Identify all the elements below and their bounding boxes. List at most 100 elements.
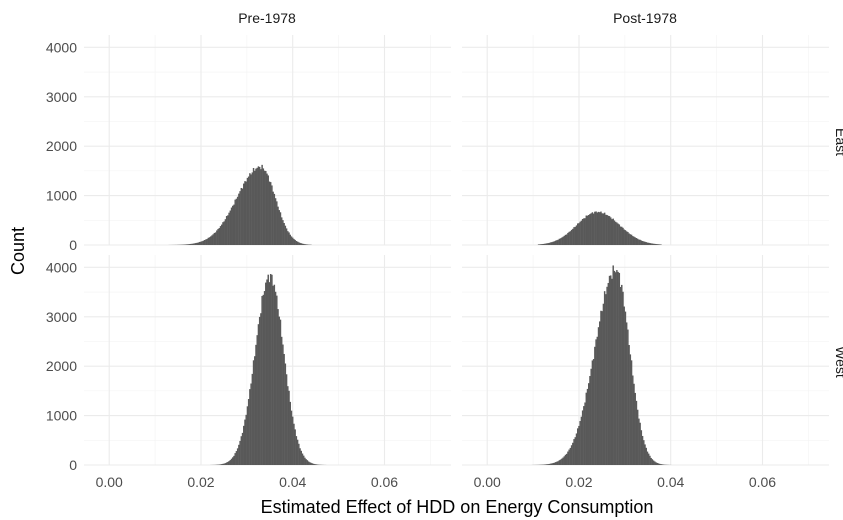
- panel-east-post-1978: [462, 35, 829, 246]
- histogram-bar: [252, 360, 255, 465]
- histogram-bar: [610, 275, 612, 465]
- histogram-bar: [256, 335, 258, 465]
- histogram-bar: [596, 212, 599, 245]
- y-tick-label: 2000: [46, 138, 77, 154]
- histogram-bar: [245, 181, 247, 245]
- histogram-bar: [634, 392, 636, 465]
- histogram-bar: [584, 218, 586, 245]
- histogram-bar: [640, 240, 643, 245]
- histogram-bar: [543, 464, 546, 465]
- histogram-bar: [247, 399, 250, 465]
- histogram-bar: [641, 435, 644, 465]
- histogram-bar: [621, 284, 623, 465]
- histogram-bar: [541, 244, 543, 245]
- histogram-bar: [599, 321, 601, 465]
- histogram-bar: [268, 282, 271, 465]
- histogram-bar: [562, 457, 564, 465]
- y-tick-label: 3000: [46, 309, 77, 325]
- histogram-bar: [662, 464, 665, 465]
- histogram-bar: [607, 215, 610, 245]
- histogram-bar: [232, 205, 234, 245]
- histogram-bar: [649, 455, 651, 465]
- histogram-bar: [586, 388, 589, 465]
- y-tick-label: 4000: [46, 259, 77, 275]
- histogram-bar: [575, 225, 578, 245]
- histogram-bar: [284, 363, 287, 465]
- histogram-bar: [643, 241, 645, 245]
- histogram-bar: [654, 243, 656, 245]
- histogram-bar: [260, 313, 262, 465]
- histogram-bar: [227, 461, 229, 465]
- histogram-bar: [302, 243, 305, 245]
- histogram-bar: [597, 211, 600, 245]
- histogram-bar: [556, 461, 558, 465]
- histogram-bar: [254, 170, 256, 245]
- y-tick-label: 1000: [46, 188, 77, 204]
- histogram-bar: [277, 309, 279, 465]
- histogram-bar: [654, 461, 656, 465]
- histogram-bar: [569, 231, 572, 245]
- y-axis-title: Count: [8, 227, 28, 275]
- histogram-bar: [313, 464, 316, 465]
- histogram-bar: [301, 453, 304, 465]
- histogram-bar: [283, 223, 285, 245]
- histogram-bar: [552, 463, 554, 465]
- histogram-bar: [288, 232, 290, 245]
- histogram-bar: [202, 240, 205, 245]
- histogram-bar: [574, 226, 577, 245]
- histogram-bar: [568, 449, 570, 465]
- histogram-bar: [206, 238, 208, 245]
- histogram-bar: [309, 462, 311, 465]
- histogram-bar: [600, 211, 602, 245]
- histogram-bar: [591, 360, 594, 465]
- histogram-bar: [263, 291, 266, 465]
- histogram-bar: [221, 464, 223, 465]
- histogram-bar: [661, 464, 663, 465]
- histogram-bar: [238, 193, 240, 245]
- histogram-bar: [238, 444, 240, 465]
- histogram-bar: [274, 198, 277, 245]
- histogram-bar: [646, 242, 649, 245]
- histogram-bar: [551, 242, 553, 245]
- facet-col-label-post-1978: Post-1978: [613, 10, 677, 26]
- histogram-bar: [617, 271, 619, 465]
- histogram-bar: [594, 211, 596, 245]
- histogram-bar: [606, 286, 608, 465]
- histogram-bar: [608, 275, 611, 465]
- histogram-bar: [276, 295, 278, 465]
- histogram-bar: [284, 225, 287, 245]
- histogram-bar: [256, 167, 258, 245]
- histogram-bar: [207, 237, 210, 245]
- histogram-bar: [660, 244, 662, 245]
- histogram-bar: [624, 230, 627, 245]
- histogram-bar: [608, 216, 611, 245]
- histogram-bar: [658, 463, 661, 465]
- y-tick-label: 4000: [46, 39, 77, 55]
- histogram-bar: [244, 419, 246, 465]
- histogram-bar: [257, 166, 260, 245]
- histogram-bar: [660, 464, 662, 465]
- histogram-bar: [650, 457, 652, 465]
- histogram-bar: [306, 244, 309, 245]
- histogram-bar: [550, 242, 552, 245]
- histogram-bar: [251, 172, 254, 245]
- histogram-bar: [210, 236, 212, 245]
- x-axis-title: Estimated Effect of HDD on Energy Consum…: [261, 497, 654, 517]
- histogram-bar: [552, 241, 554, 245]
- histogram-bar: [265, 171, 267, 245]
- histogram-bar: [622, 291, 624, 465]
- histogram-bar: [280, 336, 283, 465]
- histogram-bar: [639, 239, 641, 245]
- histogram-bar: [201, 241, 203, 245]
- histogram-bar: [565, 234, 568, 245]
- histogram-bar: [619, 226, 622, 245]
- histogram-bar: [310, 462, 312, 465]
- histogram-bar: [254, 356, 256, 465]
- histogram-bars: [210, 273, 327, 465]
- histogram-bar: [586, 215, 589, 245]
- histogram-bar: [625, 231, 628, 245]
- histogram-bar: [223, 221, 225, 245]
- histogram-bar: [548, 242, 551, 245]
- histogram-bar: [301, 243, 304, 245]
